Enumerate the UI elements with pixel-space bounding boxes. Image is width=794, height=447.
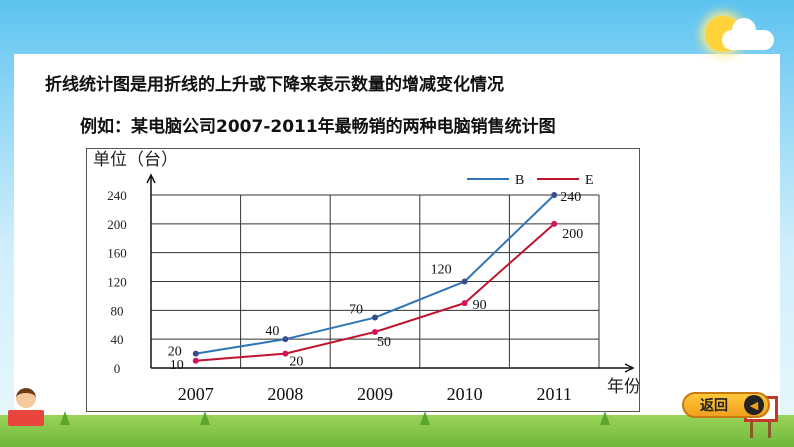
y-tick-label: 120 <box>107 275 127 290</box>
x-tick-label: 2010 <box>447 384 483 404</box>
data-point-B <box>372 314 378 321</box>
data-label-E: 90 <box>473 298 487 313</box>
easel-leg <box>768 422 771 438</box>
data-point-B <box>461 278 468 285</box>
easel-leg <box>750 422 753 438</box>
data-label-B: 120 <box>431 263 452 278</box>
x-tick-label: 2007 <box>178 384 214 404</box>
grass-icon <box>600 411 610 425</box>
slide-heading: 折线统计图是用折线的上升或下降来表示数量的增减变化情况 <box>45 75 504 95</box>
example-caption: 例如：某电脑公司2007-2011年最畅销的两种电脑销售统计图 <box>80 112 556 137</box>
data-point-B <box>551 192 558 198</box>
series-line-E <box>195 223 555 362</box>
data-point-B <box>192 350 199 357</box>
data-label-B: 70 <box>349 303 363 318</box>
legend-label-B: B <box>515 173 524 188</box>
y-tick-label: 240 <box>107 188 127 203</box>
data-label-E: 10 <box>170 358 184 373</box>
grass-icon <box>60 411 70 425</box>
example-text: 某电脑公司2007-2011年最畅销的两种电脑销售统计图 <box>131 117 556 137</box>
data-point-E <box>192 357 199 364</box>
legend-label-E: E <box>585 173 594 188</box>
book-icon <box>8 410 44 426</box>
return-arrow-icon: ◀ <box>744 395 764 415</box>
y-tick-label: 200 <box>107 217 127 232</box>
data-point-E <box>372 328 378 335</box>
y-tick-label: 160 <box>107 246 127 261</box>
y-tick-label: 40 <box>111 332 124 347</box>
data-point-E <box>282 350 289 357</box>
data-label-B: 240 <box>560 190 581 205</box>
data-label-E: 20 <box>289 355 303 370</box>
y-axis-label: 单位（台） <box>93 150 178 169</box>
grass-ground <box>0 415 794 447</box>
x-tick-label: 2008 <box>267 384 303 404</box>
data-label-E: 50 <box>377 335 391 350</box>
reading-child-icon <box>6 388 46 432</box>
x-axis-arrow <box>624 363 635 373</box>
y-axis-arrow <box>146 173 156 184</box>
grass-icon <box>200 411 210 425</box>
child-head <box>16 388 36 408</box>
data-label-E: 200 <box>562 227 583 242</box>
grass-icon <box>420 411 430 425</box>
x-tick-label: 2011 <box>537 384 572 404</box>
back-button-label: 返回 <box>700 398 728 414</box>
y-tick-label: 80 <box>111 303 124 318</box>
data-point-E <box>461 300 468 307</box>
data-point-B <box>282 336 289 343</box>
x-axis-label: 年份 <box>607 377 639 396</box>
back-button[interactable]: 返回 ◀ <box>682 392 770 418</box>
x-tick-label: 2009 <box>357 384 393 404</box>
y-tick-label: 0 <box>114 361 121 376</box>
line-chart: 单位（台） 0 40 80 120 160 200 240 2007 2008 2009 2010 20… <box>86 148 640 412</box>
cloud-icon <box>722 18 774 50</box>
data-label-B: 20 <box>168 345 182 360</box>
example-prefix: 例如： <box>80 117 131 137</box>
data-label-B: 40 <box>265 324 279 339</box>
data-point-E <box>551 220 558 227</box>
